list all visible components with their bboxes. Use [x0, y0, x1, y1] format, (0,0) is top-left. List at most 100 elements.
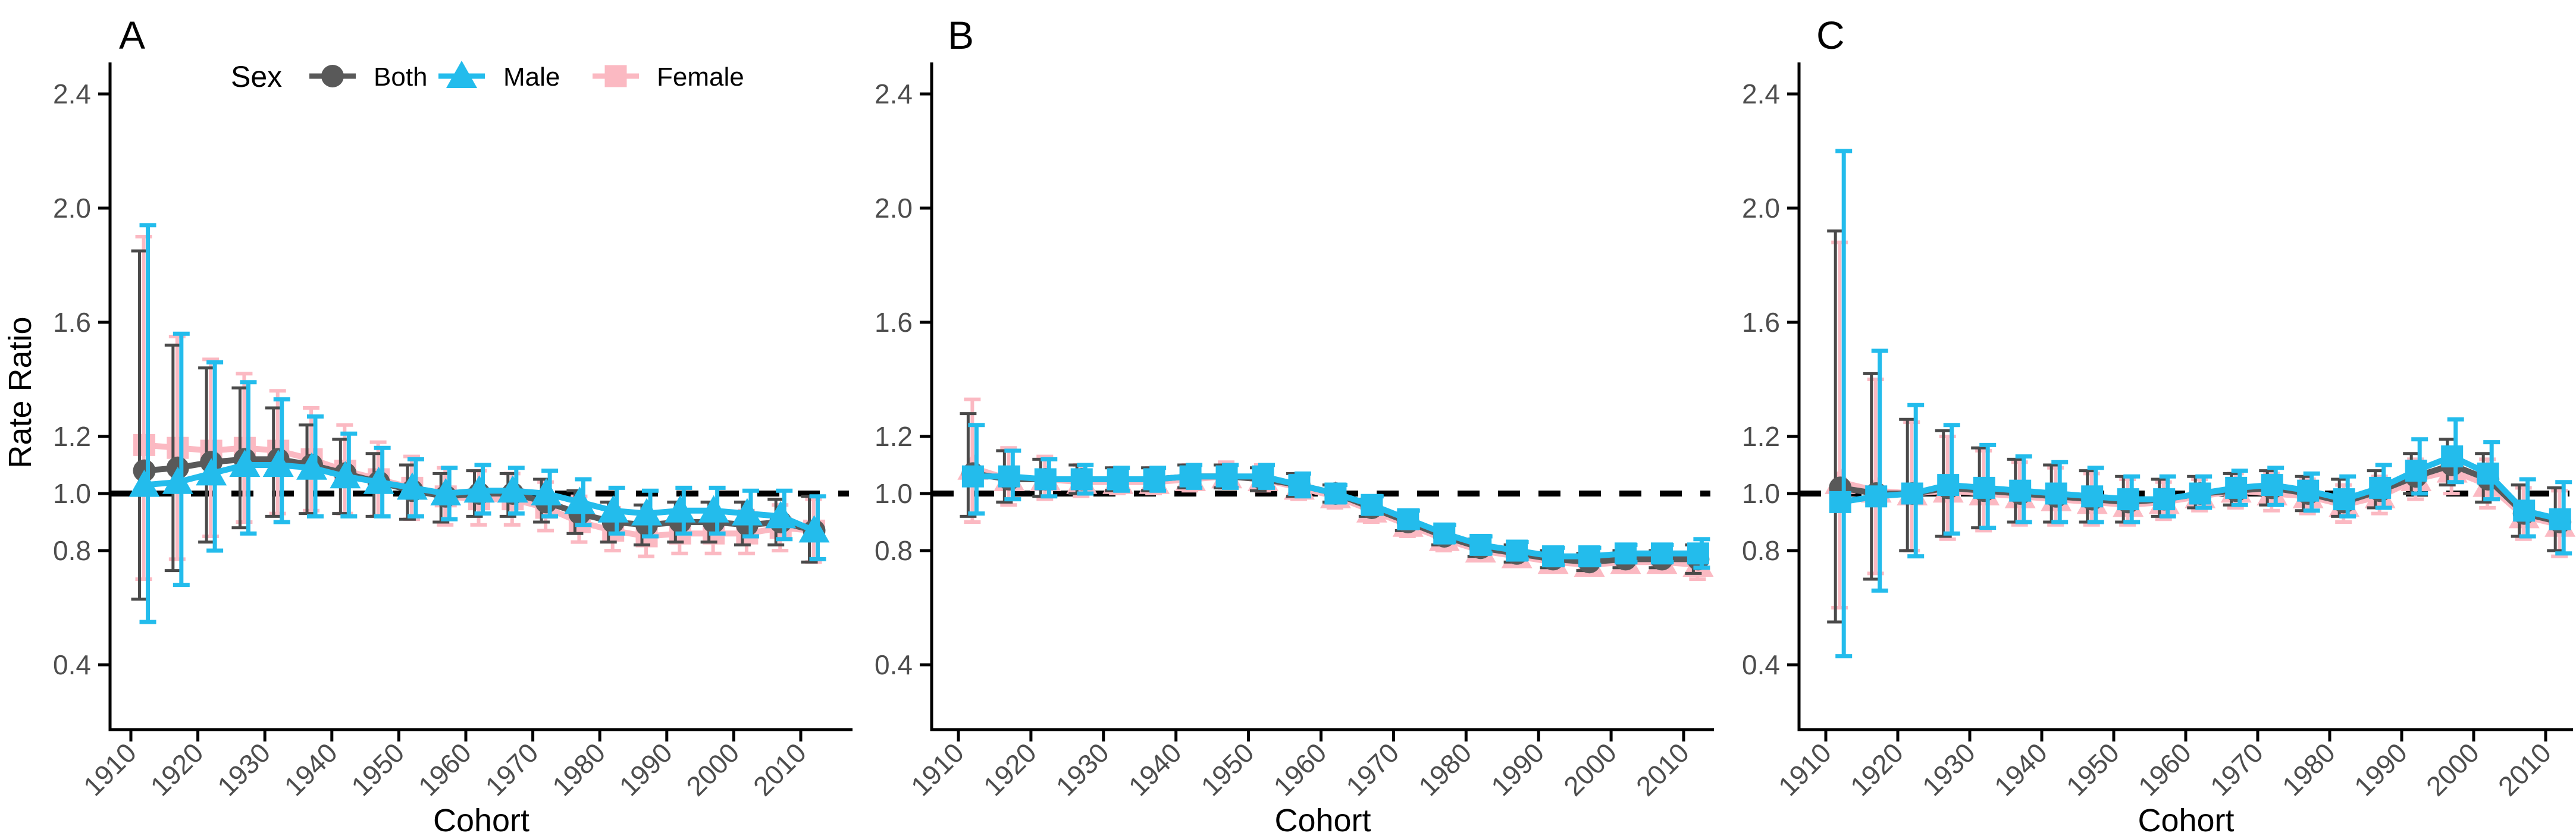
y-tick-label: 2.4	[875, 78, 913, 109]
panel-b: 0.4 0.8 1.0 1.2 1.6 2.0 2.4 1910 1920 1930 1940 195…	[858, 0, 1718, 839]
panel-c: 0.4 0.8 1.0 1.2 1.6 2.0 2.4 1910 1920 1930 1940 195…	[1718, 0, 2576, 839]
y-tick-label: 1.6	[875, 307, 913, 338]
marker-male	[1901, 482, 1923, 505]
marker-male	[631, 498, 663, 526]
marker-male	[2333, 488, 2355, 511]
marker-male	[1143, 468, 1165, 491]
marker-male	[1034, 468, 1057, 491]
marker-male	[162, 466, 193, 494]
marker-male	[2153, 488, 2176, 511]
x-tick-label: 1920	[1844, 737, 1909, 802]
marker-male	[1578, 545, 1601, 568]
legend-item-label: Female	[657, 62, 744, 92]
series-both	[1827, 229, 2572, 624]
y-tick-label: 1.6	[53, 307, 91, 338]
marker-male	[998, 465, 1020, 488]
marker-male	[1614, 542, 1637, 565]
x-tick-label: 1930	[1050, 737, 1115, 802]
marker-male	[363, 466, 394, 494]
marker-male	[1829, 491, 1851, 513]
panel-a: 0.4 0.8 1.0 1.2 1.6 2.0 2.4 1910 1920 1930 1940 195…	[0, 0, 858, 839]
marker-male	[665, 495, 696, 523]
x-tick-label: 1990	[2348, 737, 2413, 802]
marker-male	[296, 452, 328, 480]
marker-male	[2189, 482, 2211, 505]
marker-male	[1506, 539, 1528, 562]
x-tick-label: 2000	[1557, 737, 1622, 802]
marker-male	[1252, 465, 1274, 488]
marker-male	[1215, 465, 1238, 488]
marker-male	[2045, 482, 2067, 505]
series-male	[961, 423, 1710, 570]
marker-male	[1433, 522, 1456, 545]
panel-letter: A	[119, 13, 145, 57]
panel-letter: C	[1816, 13, 1845, 57]
legend: Sex Both Male Female	[231, 60, 744, 93]
x-tick-label: 1910	[77, 737, 142, 802]
panel-a-svg: 0.4 0.8 1.0 1.2 1.6 2.0 2.4 1910 1920 1930 1940 195…	[2, 13, 853, 838]
y-tick-label: 0.8	[1742, 535, 1780, 566]
marker-male	[430, 478, 462, 505]
marker-male	[1469, 533, 1492, 556]
series-female	[1825, 240, 2576, 609]
marker-female	[133, 433, 156, 456]
x-tick-label: 1910	[905, 737, 970, 802]
marker-male	[1973, 476, 1995, 499]
x-tick-label: 2000	[2420, 737, 2485, 802]
y-tick-label: 2.4	[53, 78, 91, 109]
marker-male	[2009, 479, 2032, 502]
marker-male	[1542, 545, 1565, 568]
marker-male	[396, 472, 428, 500]
y-tick-label: 0.4	[875, 649, 913, 680]
y-tick-label: 1.0	[53, 478, 91, 509]
y-tick-label: 1.2	[1742, 421, 1780, 452]
x-tick-label: 1910	[1772, 737, 1837, 802]
marker-male	[1937, 474, 1960, 497]
legend-title: Sex	[231, 60, 282, 93]
x-tick-label: 1960	[412, 737, 477, 802]
x-tick-label: 1970	[2204, 737, 2269, 802]
legend-circle-icon	[321, 65, 344, 87]
marker-male	[2297, 479, 2320, 502]
x-tick-label: 1970	[480, 737, 544, 802]
marker-male	[1107, 468, 1129, 491]
marker-male	[597, 495, 629, 523]
x-tick-label: 1980	[546, 737, 611, 802]
marker-male	[1650, 542, 1673, 565]
marker-male	[2225, 476, 2248, 499]
y-tick-label: 0.8	[875, 535, 913, 566]
marker-male	[2081, 485, 2104, 508]
legend-square-icon	[604, 65, 627, 87]
marker-male	[1179, 465, 1202, 488]
legend-item-male: Male	[438, 61, 560, 92]
y-axis-title: Rate Ratio	[2, 316, 38, 468]
marker-male	[1687, 542, 1709, 565]
x-tick-label: 1930	[1916, 737, 1981, 802]
marker-male	[2477, 462, 2499, 485]
marker-male	[262, 450, 294, 477]
x-tick-label: 1940	[1123, 737, 1187, 802]
x-tick-label: 2010	[2492, 737, 2557, 802]
marker-male	[2405, 460, 2427, 482]
x-tick-label: 1940	[278, 737, 343, 802]
marker-male	[731, 498, 763, 526]
x-tick-label: 1920	[145, 737, 209, 802]
marker-male	[698, 495, 729, 523]
x-tick-label: 1970	[1340, 737, 1405, 802]
marker-male	[1288, 474, 1311, 497]
y-tick-label: 2.0	[875, 193, 913, 224]
marker-male	[463, 475, 495, 503]
y-tick-label: 2.0	[1742, 193, 1780, 224]
x-tick-label: 1930	[211, 737, 276, 802]
x-axis-title: Cohort	[433, 803, 529, 838]
marker-female	[167, 436, 189, 459]
x-axis-title: Cohort	[1274, 803, 1371, 838]
legend-triangle-up-icon	[446, 61, 477, 88]
x-tick-label: 1980	[1412, 737, 1477, 802]
x-tick-label: 1950	[345, 737, 410, 802]
marker-male	[229, 450, 261, 477]
marker-male	[2117, 488, 2139, 511]
y-tick-label: 1.2	[875, 421, 913, 452]
x-tick-label: 1950	[2060, 737, 2125, 802]
x-tick-label: 1960	[2132, 737, 2197, 802]
